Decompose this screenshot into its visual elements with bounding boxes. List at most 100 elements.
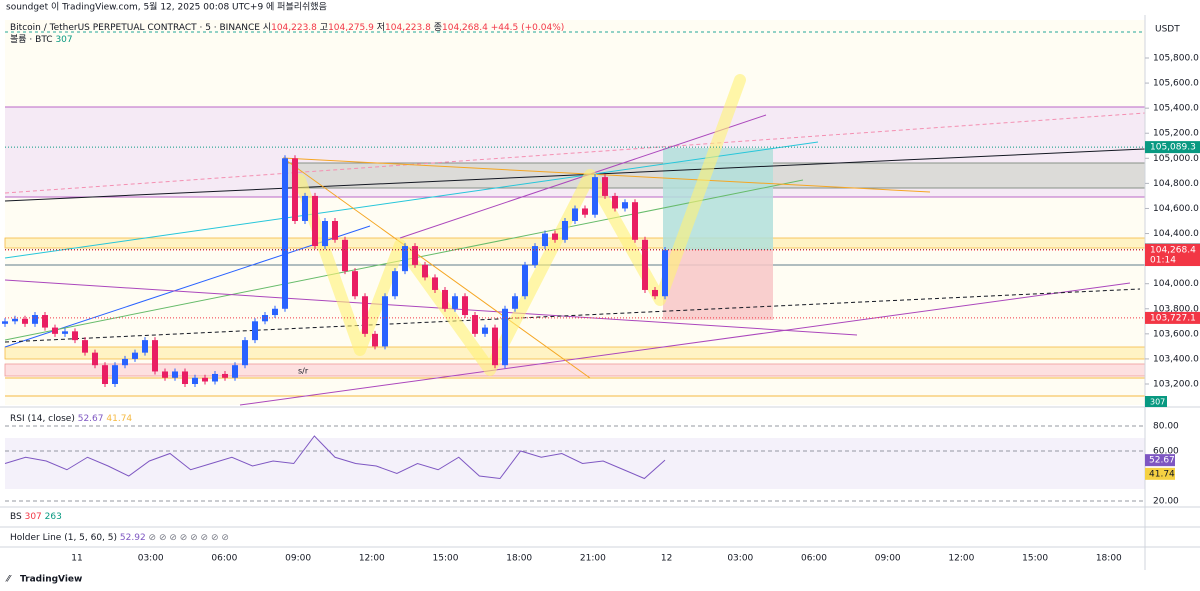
time-tick-label: 06:00 (211, 554, 237, 564)
b: 263 (45, 512, 62, 522)
candle-body (142, 340, 148, 353)
candle-body (382, 296, 388, 347)
label: Holder Line (1, 5, 60, 5) (10, 533, 117, 543)
candle-body (562, 221, 568, 240)
candle-body (492, 327, 498, 366)
price-tick-label: 104,000.0 (1153, 279, 1199, 289)
a: 307 (25, 512, 42, 522)
candle-body (232, 365, 238, 378)
price-badge (1145, 141, 1200, 154)
candle-body (362, 296, 368, 334)
candle-body (22, 318, 28, 324)
unit: USDT (1155, 25, 1180, 35)
ohlc-label: 종 (434, 22, 442, 33)
time-tick-label: 12:00 (948, 554, 974, 564)
zone (4, 237, 1146, 249)
candle-body (332, 221, 338, 240)
candle-body (42, 315, 48, 328)
candle-body (322, 221, 328, 247)
rsi-legend: RSI (14, close) 52.67 41.74 (10, 414, 132, 424)
symbol: Bitcoin / TetherUS PERPETUAL CONTRACT · … (10, 23, 260, 33)
candle-body (602, 177, 608, 196)
rsi-badge-label: 41.74 (1149, 469, 1175, 479)
change: +44.5 (+0.04%) (491, 23, 565, 33)
trend-line (282, 157, 931, 193)
stop-box (663, 250, 773, 320)
time-tick-label: 15:00 (1022, 554, 1048, 564)
candle-body (152, 340, 158, 372)
ohlc-value: 104,223.8 (271, 23, 317, 33)
candle-body (272, 308, 278, 316)
time-tick-label: 12 (661, 554, 672, 564)
candle-body (112, 365, 118, 384)
price-tick-label: 104,400.0 (1153, 229, 1199, 239)
volume-badge: 307 (1150, 398, 1165, 407)
candle-body (392, 271, 398, 297)
candle-body (502, 308, 508, 366)
candle-body (262, 315, 268, 322)
price-tick-label: 105,800.0 (1153, 54, 1199, 64)
candle-body (542, 233, 548, 247)
candle-body (522, 264, 528, 297)
trend-line (4, 148, 1146, 202)
candle-body (222, 373, 228, 378)
candle-body (632, 202, 638, 240)
rsi-badge-label: 52.67 (1149, 456, 1175, 466)
price-tick-label: 103,800.0 (1153, 304, 1199, 314)
price-badge-sub: 01:14 (1150, 256, 1176, 266)
candle-body (132, 352, 138, 359)
candle-body (532, 246, 538, 265)
candle-body (292, 158, 298, 221)
price-tick-label: 105,200.0 (1153, 129, 1199, 139)
price-tick-label: 105,600.0 (1153, 79, 1199, 89)
label: RSI (14, close) (10, 414, 75, 424)
zone (4, 346, 1146, 360)
rsi-tick-label: 20.00 (1153, 497, 1179, 507)
rsi-badge (1145, 454, 1175, 467)
time-tick-label: 12:00 (359, 554, 385, 564)
price-badge-label: 103,727.1 (1150, 313, 1196, 323)
ohlc-label: 고 (320, 23, 328, 33)
price-tick-label: 103,200.0 (1153, 380, 1199, 390)
holder-legend: Holder Line (1, 5, 60, 5) 52.92 ⊘ ⊘ ⊘ ⊘ … (10, 533, 229, 543)
candle-body (192, 377, 198, 384)
candle-body (62, 331, 68, 334)
candle-body (182, 371, 188, 384)
logo: ⁄⁄ (5, 575, 13, 585)
candle-body (512, 296, 518, 309)
candle-body (432, 277, 438, 290)
candle-body (202, 377, 208, 382)
value: 52.67 (78, 414, 104, 424)
candle-body (212, 373, 218, 382)
price-badge (1145, 244, 1200, 267)
ohlc-value: 104,268.4 (442, 23, 488, 33)
price-badge (1145, 311, 1200, 324)
candle-body (422, 264, 428, 278)
ohlc-label: 저 (377, 22, 385, 33)
price-tick-label: 104,800.0 (1153, 179, 1199, 189)
candle-body (582, 208, 588, 215)
price-badge-label: 105,089.3 (1150, 143, 1196, 153)
value: 52.92 (120, 533, 146, 543)
rsi-tick-label: 80.00 (1153, 422, 1179, 432)
publisher: soundget 이 TradingView.com, 5월 12, 2025 … (6, 1, 327, 13)
candle-body (592, 177, 598, 215)
candle-body (122, 358, 128, 366)
candle-body (662, 250, 668, 297)
ohlc-value: 104,223.8 (385, 23, 431, 33)
trend-line (4, 225, 371, 348)
volume-legend: 볼륨 · BTC 307 (10, 34, 73, 45)
candle-body (482, 327, 488, 334)
trend-line (4, 288, 1141, 343)
label: 볼륨 · BTC (10, 34, 53, 45)
candle-body (252, 321, 258, 341)
value: 307 (55, 35, 72, 45)
trend-line (282, 157, 591, 379)
rsi-tick-label: 60.00 (1153, 447, 1179, 457)
time-tick-label: 03:00 (138, 554, 164, 564)
candle-body (572, 208, 578, 221)
candle-body (32, 315, 38, 324)
candle-body (282, 158, 288, 309)
pattern-highlight (294, 74, 746, 376)
